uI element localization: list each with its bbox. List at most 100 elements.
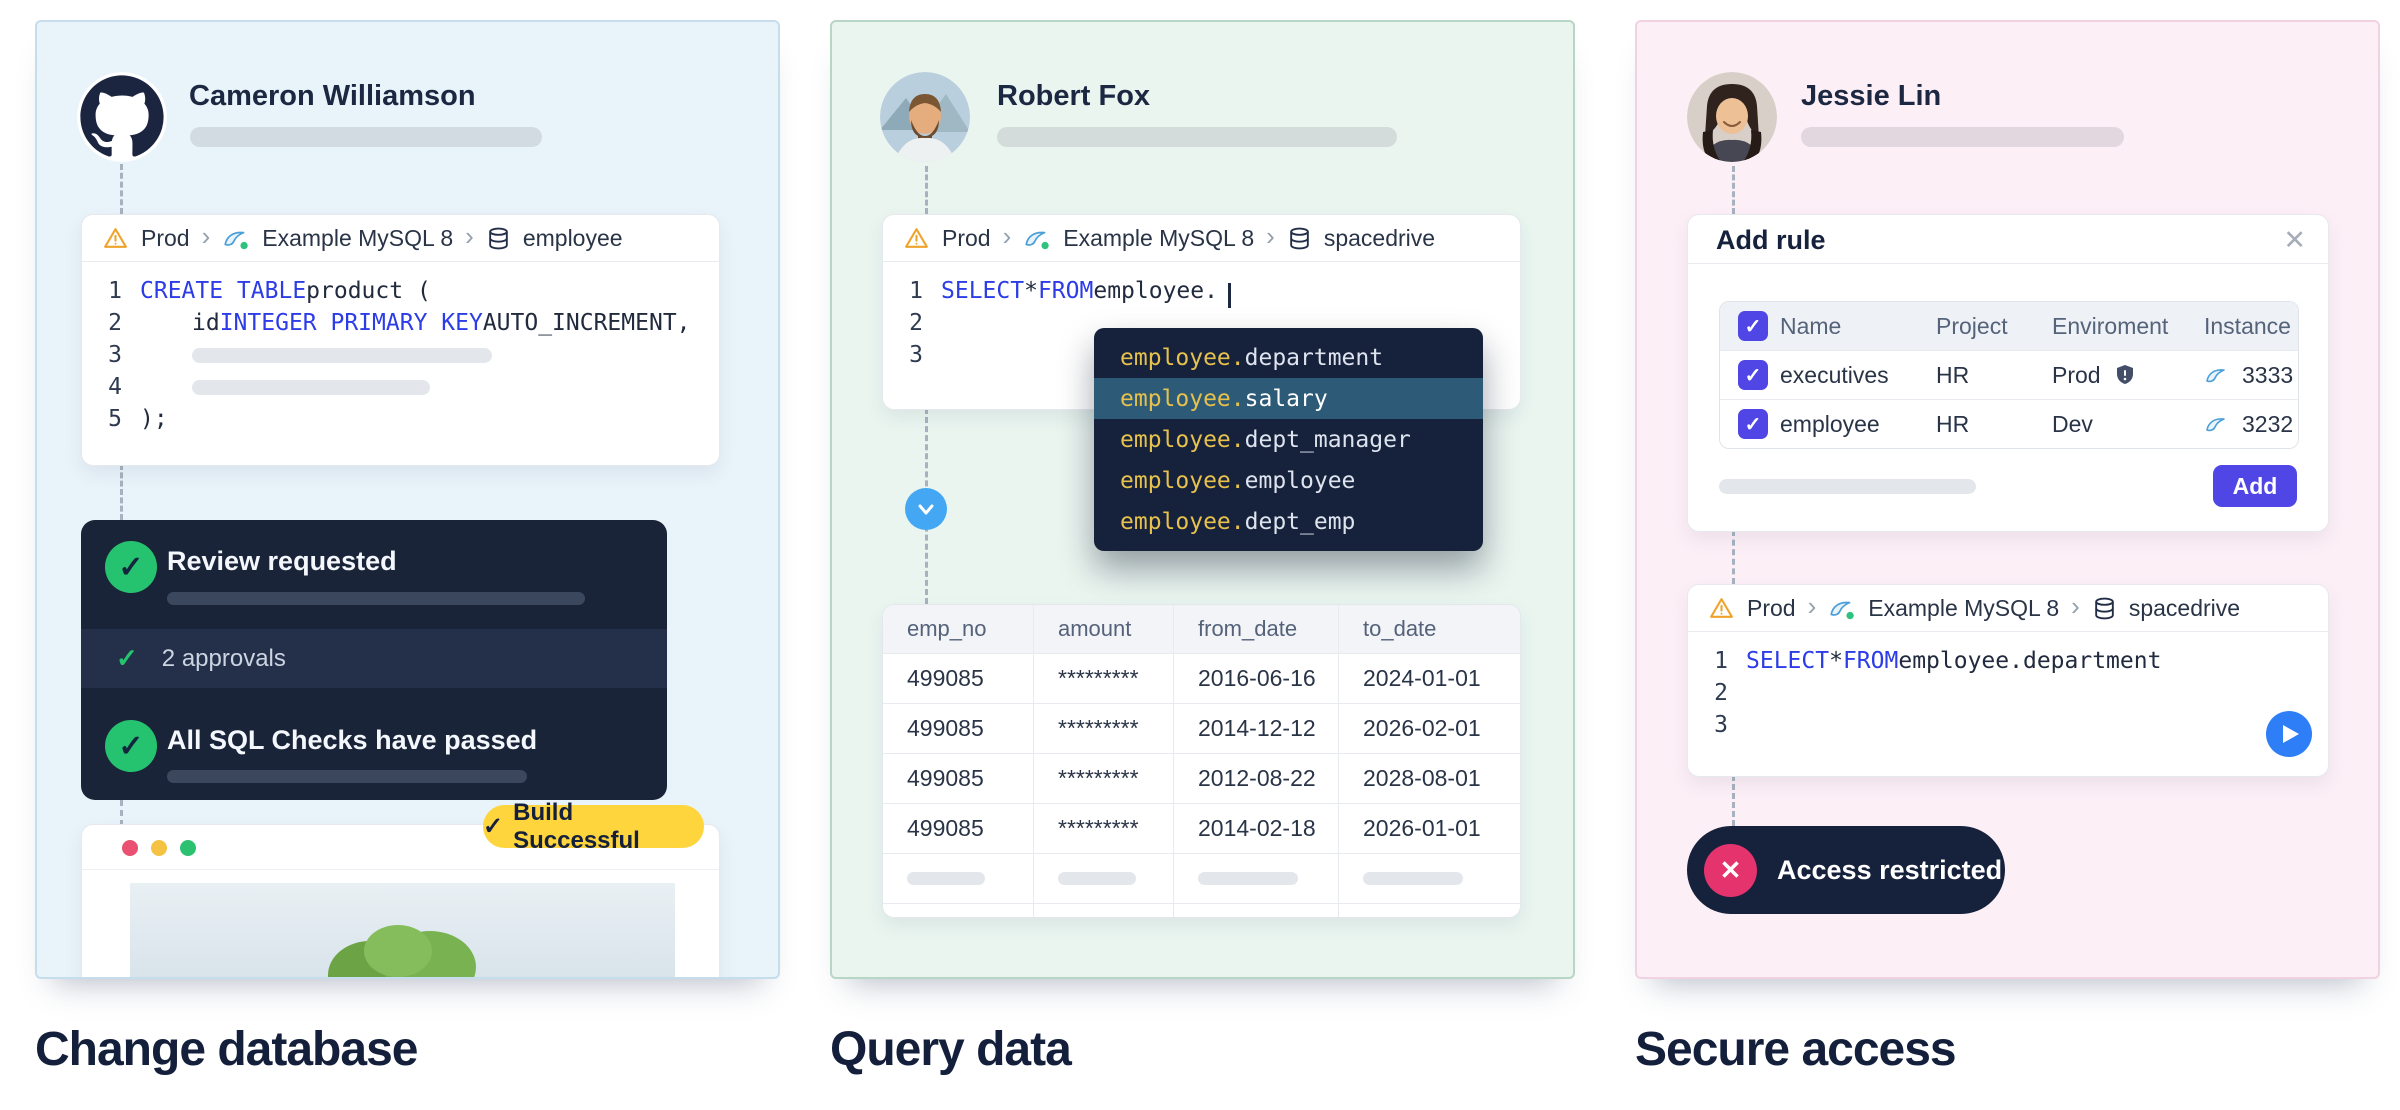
github-icon (77, 72, 167, 162)
code-line: 3 (883, 339, 1520, 371)
review-status-card: Review requested ✓ 2 approvals All SQL C… (81, 520, 667, 800)
cell-empty (883, 904, 1033, 917)
cell-name: employee (1720, 409, 1932, 439)
cell-from-date: 2014-12-12 (1173, 704, 1338, 753)
code-token: * (1829, 648, 1843, 674)
chevron-right-icon: › (465, 221, 474, 251)
warning-icon (1708, 595, 1735, 622)
cell-project: HR (1936, 361, 1970, 388)
code-token: product ( (306, 278, 431, 304)
cell-project: HR (1936, 410, 1970, 437)
code-token: ); (140, 406, 168, 432)
code-editor[interactable]: 1 SELECT * FROM employee. 2 3 (883, 275, 1520, 371)
github-avatar (77, 72, 167, 162)
section-title-change-database: Change database (35, 1023, 418, 1076)
rules-table: Name Project Enviroment Instance executi… (1719, 301, 2299, 449)
code-line: 1 SELECT * FROM employee. (883, 275, 1520, 308)
code-editor[interactable]: 1 CREATE TABLE product ( 2 id INTEGER PR… (82, 275, 719, 435)
maximize-dot-icon[interactable] (180, 840, 196, 856)
autocomplete-option[interactable]: employee. employee (1094, 460, 1483, 501)
line-number: 2 (108, 310, 122, 336)
user-name: Robert Fox (997, 80, 1151, 112)
user-photo (880, 72, 970, 162)
skeleton-bar (192, 347, 492, 363)
code-line: 4 (82, 371, 719, 403)
table-row-loading (883, 853, 1520, 903)
column-header: emp_no (907, 616, 987, 641)
add-rule-modal: Add rule ✕ Name Project Enviroment Insta… (1687, 214, 2329, 532)
line-number: 3 (108, 342, 122, 368)
close-icon[interactable]: ✕ (2283, 225, 2306, 255)
table-header-row: Name Project Enviroment Instance (1720, 302, 2298, 350)
run-query-button[interactable] (2266, 711, 2312, 757)
user-name: Jessie Lin (1801, 80, 1942, 112)
chevron-right-icon: › (1002, 221, 1012, 251)
code-token: AUTO_INCREMENT, (482, 310, 691, 336)
autocomplete-option[interactable]: employee. department (1094, 337, 1483, 378)
skeleton-bar (997, 127, 1397, 147)
table-prefix: employee. (1120, 385, 1245, 412)
mysql-dolphin-icon (1023, 224, 1051, 252)
build-successful-label: Build Successful (513, 798, 640, 854)
sql-editor-card: Prod › Example MySQL 8 › employee 1 CREA… (81, 214, 720, 466)
modal-title: Add rule (1716, 225, 1826, 255)
code-line: 3 (1688, 709, 2328, 741)
code-token: * (1024, 278, 1038, 304)
code-line: 2 id INTEGER PRIMARY KEY AUTO_INCREMENT, (82, 307, 719, 339)
code-token: SELECT (941, 278, 1025, 304)
autocomplete-option-selected[interactable]: employee. salary (1094, 378, 1483, 419)
sql-editor-card: Prod › Example MySQL 8 › spacedrive 1 SE… (1687, 584, 2329, 777)
mysql-dolphin-icon (222, 224, 250, 252)
table-suffix: department (1244, 344, 1384, 371)
skeleton-bar (190, 127, 542, 147)
panel-query-data: Robert Fox Prod › Example MySQL 8 › spac… (830, 20, 1575, 979)
cell-amount-masked: ********* (1033, 754, 1173, 803)
approvals-label: 2 approvals (161, 644, 286, 672)
column-header: from_date (1173, 605, 1338, 653)
rule-name: executives (1780, 361, 1889, 388)
user-photo (1687, 72, 1777, 162)
chevron-right-icon: › (2071, 591, 2080, 621)
breadcrumb-db: Example MySQL 8 (262, 224, 454, 251)
code-line: 1 SELECT * FROM employee.department (1688, 645, 2328, 677)
cell-amount-masked: ********* (1033, 654, 1173, 703)
breadcrumb-schema: employee (522, 224, 623, 251)
add-button[interactable]: Add (2213, 465, 2297, 507)
section-title-query-data: Query data (830, 1023, 1072, 1076)
checkbox-checked[interactable] (1738, 409, 1768, 439)
code-editor[interactable]: 1 SELECT * FROM employee.department 2 3 (1688, 645, 2328, 741)
code-token: CREATE TABLE (140, 278, 307, 304)
browser-titlebar (82, 825, 719, 870)
autocomplete-option[interactable]: employee. dept_emp (1094, 501, 1483, 542)
chevron-right-icon: › (1807, 591, 1817, 621)
close-dot-icon[interactable] (122, 840, 138, 856)
autocomplete-option[interactable]: employee. dept_manager (1094, 419, 1483, 460)
column-header: Enviroment (2052, 312, 2169, 339)
build-successful-badge: Build Successful (483, 799, 704, 854)
chevron-down-button[interactable] (905, 488, 947, 530)
checkbox-checked[interactable] (1738, 311, 1768, 341)
cell-empty (1338, 904, 1518, 917)
line-number: 3 (1714, 712, 1728, 738)
access-restricted-badge: ✕ Access restricted (1687, 826, 2005, 914)
review-requested-label: Review requested (167, 546, 397, 576)
instance-port: 3333 (2242, 361, 2294, 388)
cell-instance: 3333 (2200, 362, 2296, 389)
cell-emp-no: 499085 (907, 665, 984, 691)
breadcrumb: Prod › Example MySQL 8 › spacedrive (1688, 585, 2328, 632)
cell-to-date: 2026-02-01 (1338, 704, 1518, 753)
cell-from-date: 2016-06-16 (1173, 654, 1338, 703)
line-number: 2 (1714, 680, 1728, 706)
table-row-empty (883, 903, 1520, 917)
table-row: 499085 ********* 2012-08-22 2028-08-01 (883, 753, 1520, 803)
cell-skeleton (1338, 854, 1518, 903)
chevron-right-icon: › (201, 221, 211, 251)
minimize-dot-icon[interactable] (151, 840, 167, 856)
autocomplete-dropdown: employee. department employee. salary empl… (1094, 328, 1483, 551)
section-title-secure-access: Secure access (1635, 1023, 1957, 1076)
checkbox-checked[interactable] (1738, 360, 1768, 390)
code-token: FROM (1037, 278, 1094, 304)
table-suffix: dept_emp (1244, 508, 1356, 535)
warning-icon (903, 225, 930, 252)
instance-port: 3232 (2242, 410, 2294, 437)
